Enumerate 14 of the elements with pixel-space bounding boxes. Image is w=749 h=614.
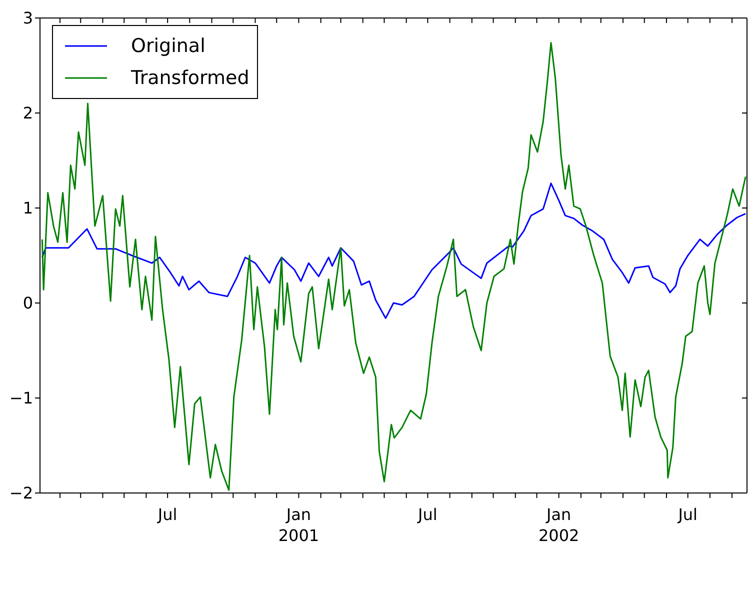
y-tick-label: −2 <box>9 484 33 503</box>
x-tick-label: Jul <box>156 505 178 524</box>
line-series <box>41 182 746 319</box>
y-tick-label: 1 <box>22 198 33 218</box>
y-tick-label: −1 <box>9 388 33 408</box>
y-tick-label: 2 <box>22 104 33 123</box>
x-tick-label: Jul <box>677 505 698 524</box>
y-tick-label: 0 <box>22 294 33 313</box>
y-tick-label: 3 <box>22 8 33 28</box>
x-tick-label: Jul <box>417 505 438 524</box>
legend-label: Transformed <box>131 67 250 89</box>
x-tick-label: Jan 2001 <box>278 505 320 545</box>
legend-label: Original <box>131 35 206 57</box>
x-tick-label: Jan 2002 <box>538 505 580 545</box>
